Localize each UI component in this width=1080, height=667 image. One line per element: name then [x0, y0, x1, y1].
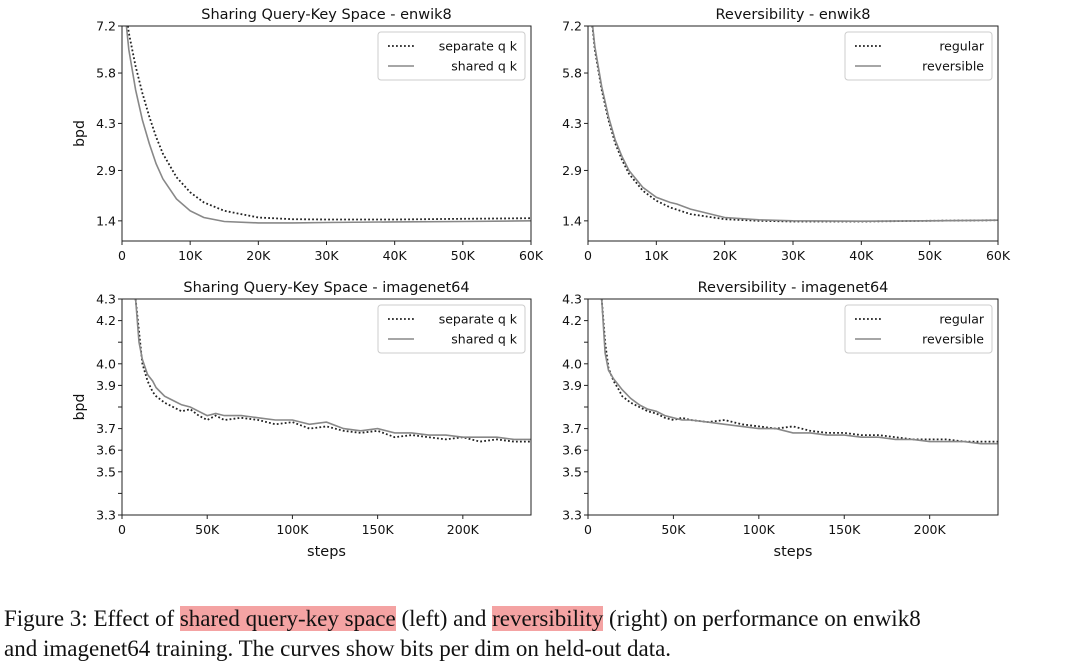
- legend-label: regular: [939, 39, 985, 54]
- y-axis-label: bpd: [72, 394, 88, 421]
- series-line-reversible: [600, 299, 998, 445]
- x-tick-label: 150K: [362, 522, 395, 537]
- x-tick-label: 10K: [178, 248, 203, 263]
- caption-highlight-shared-qk: shared query-key space: [179, 606, 396, 631]
- x-tick-label: 30K: [314, 248, 339, 263]
- y-tick-label: 5.8: [562, 66, 582, 81]
- chart-panel-2: 0 10K 20K 30K 40K 50K 60K 1.4 2.9 4.3 5.8 7.2 Revers…: [562, 7, 1011, 263]
- x-tick-label: 40K: [849, 248, 874, 263]
- legend-label: separate q k: [439, 312, 518, 327]
- legend-label: reversible: [922, 332, 984, 347]
- x-tick-label: 200K: [447, 522, 480, 537]
- x-tick-label: 0: [584, 522, 592, 537]
- chart-title: Sharing Query-Key Space - enwik8: [201, 7, 451, 23]
- legend-box: [844, 304, 993, 354]
- y-tick-label: 3.5: [562, 464, 582, 479]
- x-tick-label: 0: [584, 248, 592, 263]
- x-tick-label: 50K: [451, 248, 476, 263]
- x-tick-label: 30K: [781, 248, 806, 263]
- series-line-reversible: [591, 26, 998, 223]
- y-tick-label: 4.3: [96, 292, 116, 307]
- legend-label: shared q k: [451, 59, 517, 74]
- y-tick-label: 1.4: [96, 213, 116, 228]
- y-tick-label: 7.2: [562, 19, 582, 34]
- x-tick-label: 20K: [246, 248, 271, 263]
- chart-title: Reversibility - enwik8: [715, 7, 870, 23]
- y-tick-label: 3.6: [562, 443, 582, 458]
- legend-label: reversible: [922, 59, 984, 74]
- y-tick-label: 3.3: [96, 508, 116, 523]
- y-tick-label: 3.3: [562, 508, 582, 523]
- x-axis-label: steps: [774, 544, 813, 560]
- legend-label: regular: [939, 312, 985, 327]
- x-tick-label: 10K: [644, 248, 669, 263]
- x-tick-label: 50K: [918, 248, 943, 263]
- y-tick-label: 3.9: [96, 378, 116, 393]
- y-tick-label: 3.7: [562, 421, 582, 436]
- y-tick-label: 4.3: [562, 292, 582, 307]
- legend-label: separate q k: [439, 39, 518, 54]
- legend-box: [377, 304, 526, 354]
- y-tick-label: 2.9: [562, 163, 582, 178]
- y-tick-label: 4.3: [562, 116, 582, 131]
- y-tick-label: 2.9: [96, 163, 116, 178]
- x-tick-label: 50K: [661, 522, 686, 537]
- series-line-shared-q-k: [125, 26, 531, 224]
- x-tick-label: 50K: [195, 522, 220, 537]
- chart-panel-1: 0 10K 20K 30K 40K 50K 60K 1.4 2.9 4.3 5.8 7.2 Sharin…: [72, 7, 544, 263]
- y-tick-label: 1.4: [562, 213, 582, 228]
- x-axis-label: steps: [307, 544, 346, 560]
- series-line-separate-q-k: [126, 26, 531, 221]
- x-tick-label: 0: [118, 248, 126, 263]
- y-tick-label: 5.8: [96, 66, 116, 81]
- y-tick-label: 4.3: [96, 116, 116, 131]
- figure: 0 10K 20K 30K 40K 50K 60K 1.4 2.9 4.3 5.8 7.2 Sharin…: [72, 7, 1011, 560]
- y-tick-label: 3.5: [96, 464, 116, 479]
- series-line-separate-q-k: [134, 299, 531, 443]
- y-tick-label: 4.2: [562, 313, 582, 328]
- x-tick-label: 150K: [828, 522, 861, 537]
- x-tick-label: 0: [118, 522, 126, 537]
- y-tick-label: 4.0: [96, 356, 116, 371]
- chart-title: Reversibility - imagenet64: [698, 280, 889, 296]
- legend-box: [377, 31, 526, 81]
- x-tick-label: 40K: [383, 248, 408, 263]
- x-tick-label: 100K: [276, 522, 309, 537]
- caption-highlight-reversibility: reversibility: [492, 606, 604, 631]
- x-tick-label: 60K: [986, 248, 1011, 263]
- chart-title: Sharing Query-Key Space - imagenet64: [183, 280, 469, 296]
- caption-prefix: Figure 3: Effect of: [4, 606, 180, 631]
- y-tick-label: 4.2: [96, 313, 116, 328]
- caption-middle-2: (right) on performance on enwik8: [603, 606, 921, 631]
- legend-box: [844, 31, 993, 81]
- chart-panel-4: 0 50K 100K 150K 200K 3.3 3.5 3.6 3.7 3.9 4.0 4.2 4.3…: [562, 280, 999, 560]
- x-tick-label: 60K: [519, 248, 544, 263]
- y-tick-label: 3.6: [96, 443, 116, 458]
- x-tick-label: 100K: [743, 522, 776, 537]
- figure-caption: Figure 3: Effect of shared query-key spa…: [4, 604, 1078, 664]
- caption-line-2: and imagenet64 training. The curves show…: [4, 636, 672, 661]
- legend-label: shared q k: [451, 332, 517, 347]
- caption-middle-1: (left) and: [395, 606, 493, 631]
- y-tick-label: 7.2: [96, 19, 116, 34]
- y-axis-label: bpd: [72, 120, 88, 147]
- y-tick-label: 4.0: [562, 356, 582, 371]
- y-tick-label: 3.7: [96, 421, 116, 436]
- series-line-shared-q-k: [134, 299, 531, 441]
- x-tick-label: 200K: [914, 522, 947, 537]
- y-tick-label: 3.9: [562, 378, 582, 393]
- chart-panel-3: 0 50K 100K 150K 200K 3.3 3.5 3.6 3.7 3.9 4.0 4.2 4.3…: [72, 280, 532, 560]
- x-tick-label: 20K: [713, 248, 738, 263]
